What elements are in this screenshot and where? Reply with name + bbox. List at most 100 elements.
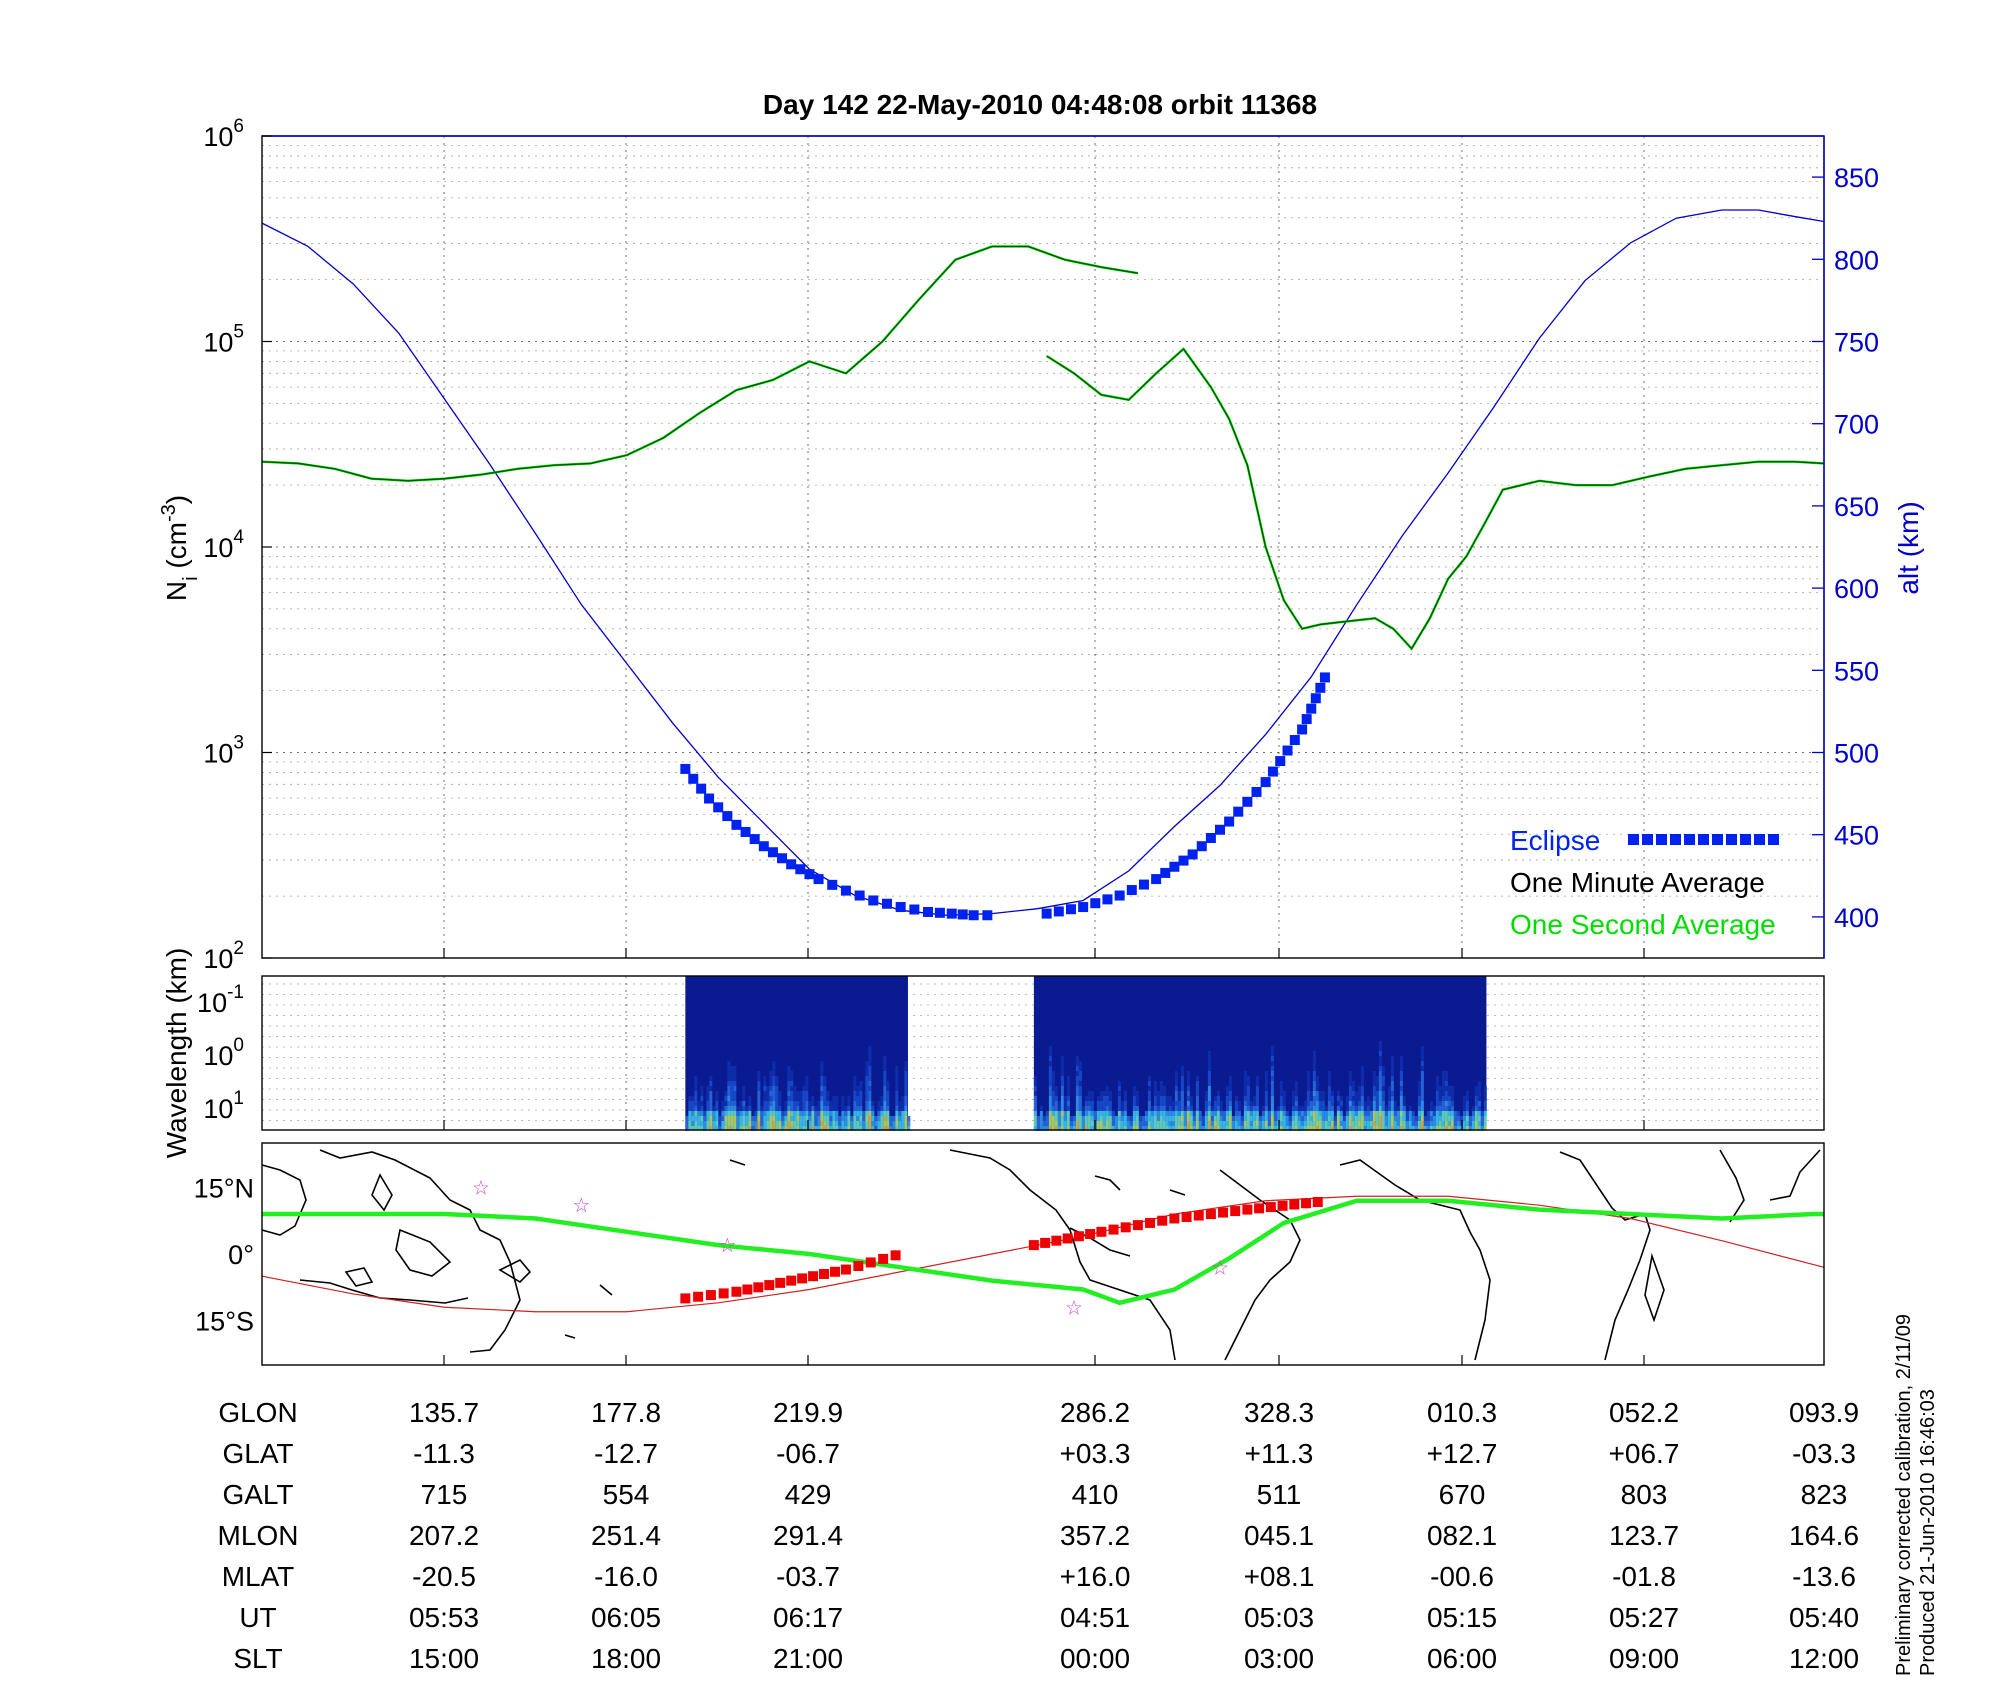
ground-track-line [262,1198,1824,1306]
eclipse-marker [749,834,760,845]
lat-tick-label: 15°N [194,1173,254,1203]
ni-minute-line [261,245,1138,482]
eclipse-track-marker [1312,1196,1323,1207]
eclipse-marker [1306,703,1317,714]
eclipse-marker [1297,724,1308,735]
table-cell: 554 [603,1479,650,1510]
eclipse-track-marker [1132,1220,1143,1231]
table-cell: 05:40 [1789,1602,1859,1633]
eclipse-marker [1114,890,1125,901]
table-cell: -13.6 [1792,1561,1856,1592]
star-marker: ☆ [472,1177,490,1199]
alt-tick-label: 800 [1834,245,1879,275]
eclipse-track-marker [1085,1229,1096,1240]
eclipse-marker [1187,849,1198,860]
eclipse-marker [1102,894,1113,905]
eclipse-track-marker [829,1266,840,1277]
eclipse-track-marker [1230,1206,1241,1217]
ni-minute-line [1046,347,1825,650]
eclipse-marker [696,783,707,794]
table-cell: -16.0 [594,1561,658,1592]
alt-tick-label: 550 [1834,656,1879,686]
table-cell: 03:00 [1244,1643,1314,1674]
chart-title: Day 142 22-May-2010 04:48:08 orbit 11368 [763,89,1317,120]
table-row-label: MLON [218,1520,299,1551]
eclipse-track-marker [1205,1209,1216,1220]
calibration-note: Preliminary corrected calibration, 2/11/… [1893,1314,1915,1676]
eclipse-marker [1090,898,1101,909]
eclipse-marker [777,853,788,864]
alt-tick-label: 700 [1834,410,1879,440]
lat-tick-label: 15°S [195,1307,254,1337]
eclipse-track-marker [742,1284,753,1295]
eclipse-marker [1233,806,1244,817]
table-cell: 18:00 [591,1643,661,1674]
eclipse-track-marker [808,1271,819,1282]
eclipse-marker [688,773,699,784]
eclipse-marker [722,811,733,822]
eclipse-track-marker [1265,1202,1276,1213]
eclipse-track-marker [1108,1224,1119,1235]
eclipse-marker [795,864,806,875]
eclipse-marker [1260,777,1271,788]
eclipse-track-marker [1254,1203,1265,1214]
alt-tick-label: 600 [1834,574,1879,604]
eclipse-track-marker [718,1288,729,1299]
eclipse-track-marker [1051,1235,1062,1246]
table-cell: 135.7 [409,1397,479,1428]
eclipse-track-marker [731,1286,742,1297]
alt-tick-label: 400 [1834,903,1879,933]
table-cell: -06.7 [776,1438,840,1469]
eclipse-marker [1151,874,1162,885]
density-panel: 102 103 104 105 106 850 800 750 700 650 600 550 500 4… [158,116,1924,974]
table-cell: 823 [1801,1479,1848,1510]
eclipse-marker [758,841,769,852]
wavelength-tick-label: 10-1 [197,982,244,1018]
eclipse-marker [957,909,968,920]
eclipse-track-marker [1277,1200,1288,1211]
eclipse-track-marker [1028,1240,1039,1251]
table-cell: 052.2 [1609,1397,1679,1428]
eclipse-track-marker [1301,1198,1312,1209]
eclipse-marker [1041,908,1052,919]
ni-tick-label: 104 [203,527,244,563]
wavelength-axis-label: Wavelength (km) [161,948,192,1159]
table-cell: 670 [1439,1479,1486,1510]
table-cell: -12.7 [594,1438,658,1469]
alt-tick-label: 750 [1834,328,1879,358]
lat-tick-label: 0° [228,1240,254,1270]
table-cell: 082.1 [1427,1520,1497,1551]
eclipse-track-marker [693,1291,704,1302]
table-cell: 05:03 [1244,1602,1314,1633]
eclipse-marker [934,907,945,918]
table-cell: 05:53 [409,1602,479,1633]
eclipse-marker [1126,885,1137,896]
eclipse-marker [1310,693,1321,704]
eclipse-track-marker [705,1290,716,1301]
eclipse-track-marker [1120,1222,1131,1233]
table-cell: 093.9 [1789,1397,1859,1428]
ni-tick-label: 105 [203,322,244,358]
alt-tick-label: 850 [1834,163,1879,193]
eclipse-marker [1224,816,1235,827]
table-cell: 04:51 [1060,1602,1130,1633]
eclipse-track-marker [1218,1207,1229,1218]
eclipse-marker [804,869,815,880]
eclipse-marker [680,763,691,774]
eclipse-marker [786,859,797,870]
table-cell: 15:00 [409,1643,479,1674]
table-cell: 06:05 [591,1602,661,1633]
eclipse-track-marker [1193,1210,1204,1221]
table-cell: 429 [785,1479,832,1510]
legend: Eclipse One Minute Average One Second Av… [1510,825,1779,940]
table-cell: 12:00 [1789,1643,1859,1674]
table-cell: +16.0 [1060,1561,1131,1592]
orbit-table: GLON 135.7 177.8 219.9 286.2 328.3 010.3 052.2 0… [218,1397,1859,1674]
eclipse-track-marker [1181,1212,1192,1222]
table-cell: 09:00 [1609,1643,1679,1674]
eclipse-marker [813,874,824,885]
eclipse-track-marker [853,1260,864,1271]
star-marker: ☆ [572,1195,590,1217]
table-cell: 05:15 [1427,1602,1497,1633]
ni-tick-label: 102 [203,938,244,974]
